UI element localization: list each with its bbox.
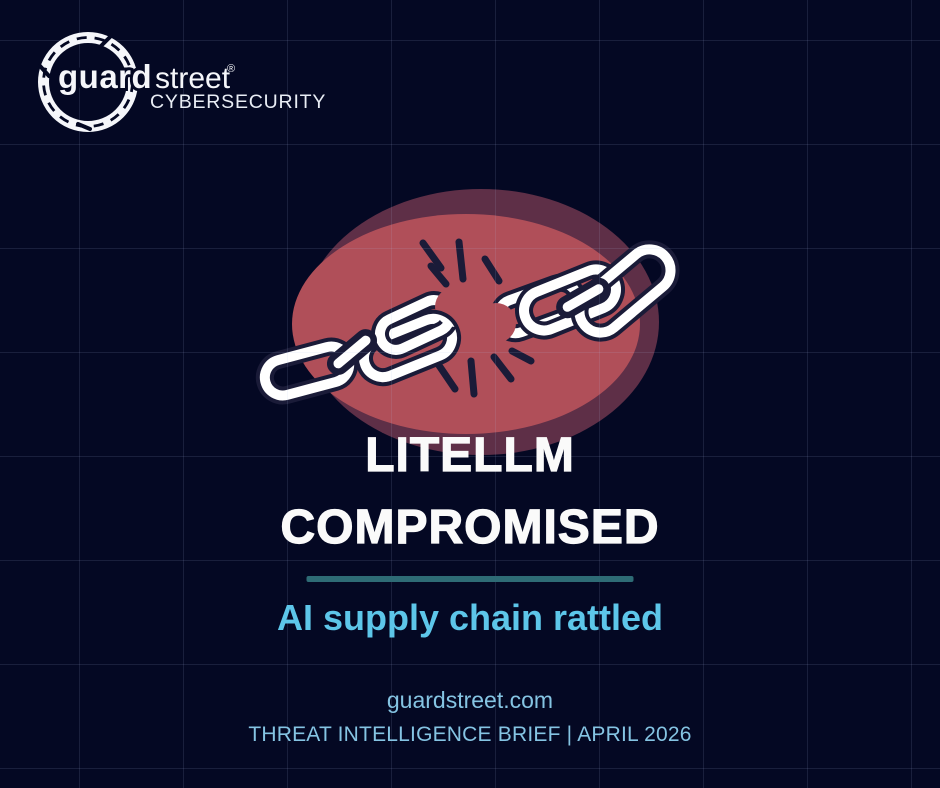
broken-chain-icon <box>255 240 680 405</box>
headline: LITELLM COMPROMISED <box>0 420 940 564</box>
burst-lines <box>419 238 535 398</box>
logo-wordmark-light: street <box>155 62 231 95</box>
logo-circle-icon <box>38 32 138 132</box>
registered-mark: ® <box>227 63 235 75</box>
subheadline: AI supply chain rattled <box>276 597 664 638</box>
logo-tagline: CYBERSECURITY <box>150 91 326 113</box>
website-text: guardstreet.com <box>386 687 554 713</box>
chain-link-broken-left <box>370 291 460 359</box>
chain-connector <box>556 277 610 319</box>
divider-line <box>306 576 634 582</box>
brief-text: THREAT INTELLIGENCE BRIEF | APRIL 2026 <box>248 723 692 746</box>
chain-connector <box>326 329 378 375</box>
brand-logo: guard street ® CYBERSECURITY <box>38 32 326 132</box>
headline-line1: LITELLM <box>365 428 575 482</box>
headline-line2: COMPROMISED <box>280 500 660 554</box>
logo-wordmark-bold: guard <box>58 58 152 95</box>
chain-link <box>570 240 680 342</box>
